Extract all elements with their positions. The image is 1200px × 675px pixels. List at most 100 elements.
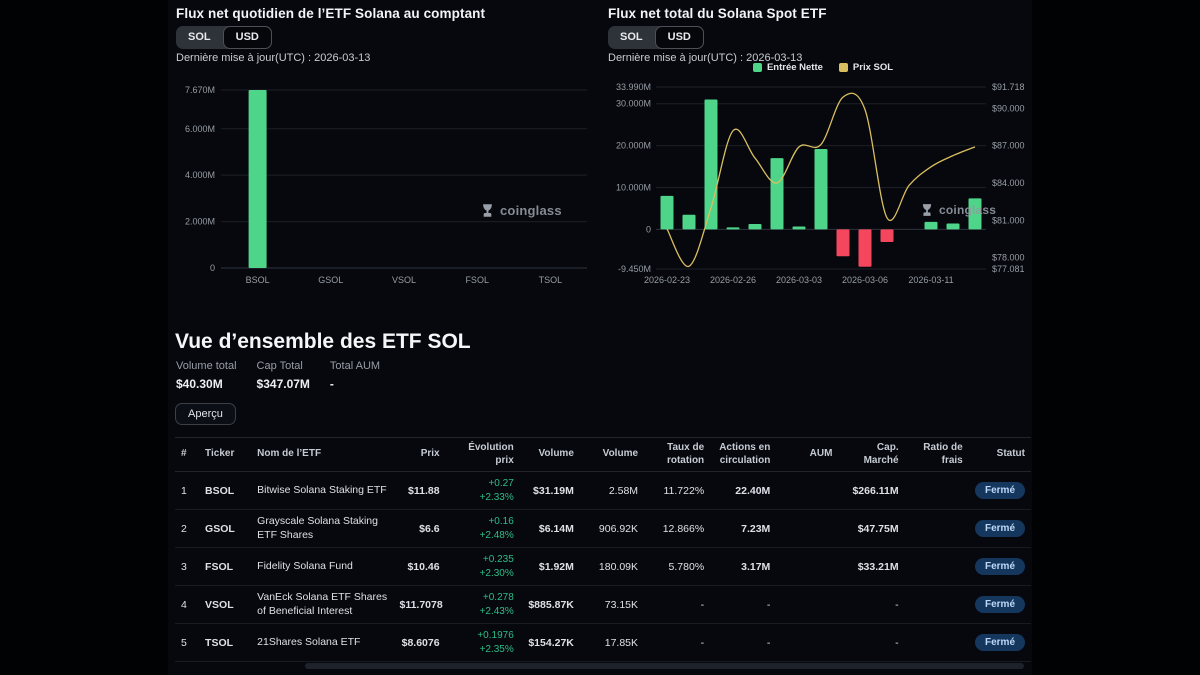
column-header-turnover[interactable]: Taux de rotation <box>644 437 711 472</box>
cell-mcap: $47.75M <box>838 509 905 548</box>
total-currency-toggle: SOL USD <box>608 26 704 49</box>
svg-text:FSOL: FSOL <box>465 275 489 285</box>
stat-total-aum: Total AUM - <box>330 360 380 391</box>
daily-currency-toggle: SOL USD <box>176 26 272 49</box>
cell-status: Fermé <box>968 471 1031 510</box>
column-header-fee[interactable]: Ratio de frais <box>904 437 969 472</box>
legend-swatch-price <box>838 63 848 72</box>
column-header-status[interactable]: Statut <box>968 437 1031 472</box>
svg-text:$90.000: $90.000 <box>992 103 1025 113</box>
cell-turnover: 12.866% <box>644 509 711 548</box>
svg-text:4.000M: 4.000M <box>185 170 215 180</box>
stat-cap-total: Cap Total $347.07M <box>257 360 310 391</box>
status-badge: Fermé <box>974 482 1025 499</box>
cell-volume_usd: $6.14M <box>519 509 580 548</box>
cell-evolution: +0.27 +2.33% <box>445 471 520 510</box>
column-header-mcap[interactable]: Cap. Marché <box>838 437 905 472</box>
cell-mcap: $266.11M <box>838 471 905 510</box>
overview-stats: Volume total $40.30M Cap Total $347.07M … <box>176 360 380 391</box>
cell-price: $10.46 <box>393 547 446 586</box>
stat-volume-total: Volume total $40.30M <box>176 360 237 391</box>
apercu-tab[interactable]: Aperçu <box>175 403 236 425</box>
column-header-evolution[interactable]: Évolution prix <box>445 437 520 472</box>
column-header-aum[interactable]: AUM <box>776 437 839 472</box>
stat-value: - <box>329 377 334 391</box>
svg-text:2026-02-23: 2026-02-23 <box>644 275 690 285</box>
cell-idx: 4 <box>175 585 200 624</box>
cell-volume: 180.09K <box>579 547 645 586</box>
coinglass-logo-icon <box>922 204 932 216</box>
stat-label: Cap Total <box>256 360 303 372</box>
cell-volume: 906.92K <box>579 509 645 548</box>
cell-aum <box>776 585 839 624</box>
table-row[interactable]: 1 BSOL Bitwise Solana Staking ETF $11.88 +0.… <box>175 471 1031 510</box>
toggle-option-usd[interactable]: USD <box>654 26 704 49</box>
svg-text:$84.000: $84.000 <box>992 178 1025 188</box>
total-coinglass-watermark: coinglass <box>920 203 996 217</box>
main-content: Flux net quotidien de l’ETF Solana au co… <box>168 0 1032 675</box>
cell-status: Fermé <box>968 623 1031 662</box>
cell-evolution: +0.1976 +2.35% <box>445 623 520 662</box>
cell-volume_usd: $154.27K <box>519 623 580 662</box>
cell-aum <box>776 623 839 662</box>
cell-volume: 17.85K <box>579 623 645 662</box>
stat-value: $347.07M <box>256 377 310 391</box>
svg-text:0: 0 <box>646 224 651 234</box>
total-net-flow-chart[interactable]: 33.990M 30.000M 20.000M 10.000M 0 -9.450M $91.… <box>608 78 1038 290</box>
toggle-option-sol[interactable]: SOL <box>620 31 643 43</box>
total-last-updated: Dernière mise à jour(UTC) : 2026-03-13 <box>608 52 803 64</box>
overview-title: Vue d’ensemble des ETF SOL <box>175 330 471 353</box>
stat-label: Volume total <box>176 360 237 372</box>
stat-value: $40.30M <box>176 377 223 391</box>
toggle-option-sol[interactable]: SOL <box>188 31 211 43</box>
cell-aum <box>776 509 839 548</box>
column-header-price[interactable]: Prix <box>393 437 446 472</box>
cell-status: Fermé <box>968 585 1031 624</box>
svg-text:2026-03-03: 2026-03-03 <box>776 275 822 285</box>
column-header-ticker[interactable]: Ticker <box>199 437 252 472</box>
svg-text:20.000M: 20.000M <box>616 141 651 151</box>
cell-price: $11.7078 <box>393 585 446 624</box>
cell-shares: 7.23M <box>710 509 777 548</box>
legend-item-net-inflow[interactable]: Entrée Nette <box>752 62 823 73</box>
table-scrollbar-thumb[interactable] <box>305 663 1024 669</box>
column-header-volume[interactable]: Volume <box>579 437 645 472</box>
stat-label: Total AUM <box>329 360 381 372</box>
cell-shares: - <box>710 585 777 624</box>
column-header-shares[interactable]: Actions en circulation <box>710 437 777 472</box>
svg-text:$78.000: $78.000 <box>992 253 1025 263</box>
toggle-option-usd[interactable]: USD <box>222 26 272 49</box>
cell-shares: - <box>710 623 777 662</box>
cell-idx: 3 <box>175 547 200 586</box>
table-row[interactable]: 3 FSOL Fidelity Solana Fund $10.46 +0.235 +2.… <box>175 547 1031 586</box>
column-header-volume_usd[interactable]: Volume <box>519 437 580 472</box>
legend-item-price[interactable]: Prix SOL <box>838 62 894 73</box>
svg-text:33.990M: 33.990M <box>616 82 651 92</box>
svg-text:GSOL: GSOL <box>318 275 343 285</box>
column-header-idx[interactable]: # <box>175 437 200 472</box>
daily-coinglass-watermark: coinglass <box>480 203 562 218</box>
cell-volume: 73.15K <box>579 585 645 624</box>
svg-text:VSOL: VSOL <box>392 275 416 285</box>
column-header-name[interactable]: Nom de l’ETF <box>251 437 394 472</box>
table-row[interactable]: 2 GSOL Grayscale Solana Staking ETF Shares… <box>175 509 1031 548</box>
legend-label-price: Prix SOL <box>852 62 894 73</box>
table-row[interactable]: 4 VSOL VanEck Solana ETF Shares of Benefic… <box>175 585 1031 624</box>
cell-idx: 2 <box>175 509 200 548</box>
table-row[interactable]: 5 TSOL 21Shares Solana ETF $8.6076 +0.1976 +2… <box>175 623 1031 662</box>
svg-text:$81.000: $81.000 <box>992 215 1025 225</box>
cell-mcap: - <box>838 623 905 662</box>
cell-ticker: BSOL <box>199 471 252 510</box>
daily-net-flow-chart[interactable]: 7.670M 6.000M 4.000M 2.000M 0 BSOL GSOL VSOL FSO… <box>175 78 595 290</box>
svg-text:TSOL: TSOL <box>539 275 563 285</box>
cell-price: $6.6 <box>393 509 446 548</box>
svg-text:2026-03-11: 2026-03-11 <box>908 275 953 285</box>
svg-text:2026-03-06: 2026-03-06 <box>842 275 888 285</box>
cell-evolution: +0.235 +2.30% <box>445 547 520 586</box>
status-badge: Fermé <box>974 634 1025 651</box>
cell-name: Bitwise Solana Staking ETF <box>251 471 394 510</box>
watermark-label: coinglass <box>939 203 997 217</box>
cell-evolution: +0.16 +2.48% <box>445 509 520 548</box>
coinglass-logo-icon <box>483 204 492 217</box>
